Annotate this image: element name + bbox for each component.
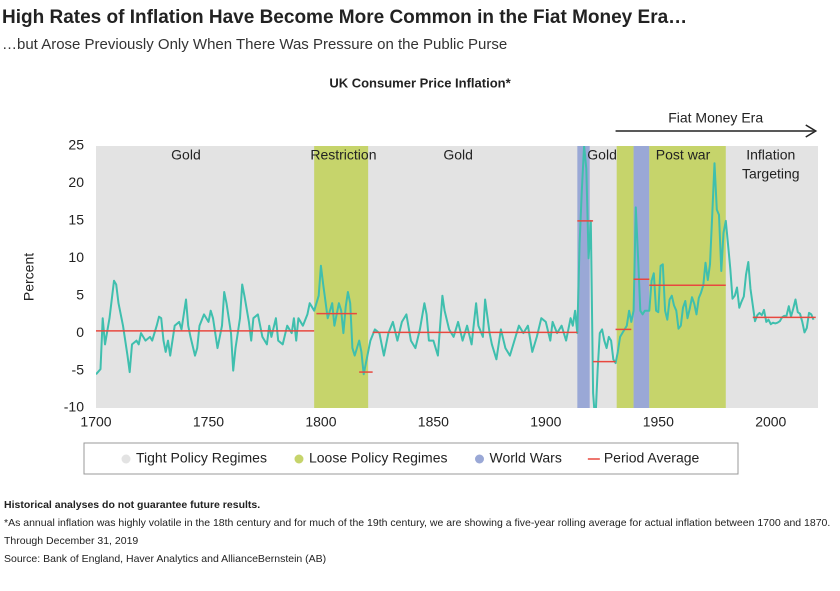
regime-label: Inflation bbox=[746, 147, 795, 163]
plot-area bbox=[96, 146, 816, 408]
x-tick-label: 1700 bbox=[80, 414, 111, 430]
regime-label: Post war bbox=[656, 147, 711, 163]
y-tick-label: 20 bbox=[68, 174, 84, 190]
y-tick-label: 10 bbox=[68, 249, 84, 265]
y-tick-label: 25 bbox=[68, 137, 84, 153]
legend-marker bbox=[121, 454, 131, 464]
chart-title: High Rates of Inflation Have Become More… bbox=[2, 7, 687, 28]
x-tick-label: 2000 bbox=[755, 414, 786, 430]
legend-box bbox=[83, 442, 739, 475]
y-axis-label: Percent bbox=[21, 253, 37, 301]
legend-label: Loose Policy Regimes bbox=[309, 450, 448, 466]
y-tick-label: 5 bbox=[76, 286, 84, 302]
note: Through December 31, 2019 bbox=[4, 535, 139, 547]
legend-marker bbox=[294, 454, 304, 464]
y-tick-label: -10 bbox=[64, 399, 84, 415]
era-label: Fiat Money Era bbox=[668, 110, 763, 126]
regime-label: Gold bbox=[587, 147, 617, 163]
x-tick-label: 1850 bbox=[418, 414, 449, 430]
regime-label: Gold bbox=[443, 147, 473, 163]
legend-label: Period Average bbox=[604, 450, 700, 466]
y-tick-label: -5 bbox=[72, 361, 85, 377]
inflation-line bbox=[96, 146, 815, 408]
y-tick-label: 15 bbox=[68, 212, 84, 228]
chart: High Rates of Inflation Have Become More… bbox=[2, 7, 818, 475]
x-tick-label: 1800 bbox=[305, 414, 336, 430]
note: Source: Bank of England, Haver Analytics… bbox=[4, 553, 327, 565]
regime-label: Targeting bbox=[742, 166, 800, 182]
disclaimer: Historical analyses do not guarantee fut… bbox=[4, 499, 261, 511]
plot-title: UK Consumer Price Inflation* bbox=[329, 75, 511, 90]
legend-label: Tight Policy Regimes bbox=[136, 450, 267, 466]
chart-subtitle: …but Arose Previously Only When There Wa… bbox=[2, 36, 507, 53]
y-tick-label: 0 bbox=[76, 324, 84, 340]
legend-marker bbox=[475, 454, 484, 464]
notes: Historical analyses do not guarantee fut… bbox=[4, 496, 836, 568]
era-arrowhead bbox=[805, 124, 818, 138]
regime-label: Restriction bbox=[310, 147, 376, 163]
note: *As annual inflation was highly volatile… bbox=[4, 517, 831, 529]
x-tick-label: 1750 bbox=[193, 414, 224, 430]
regime-band bbox=[633, 146, 650, 408]
regime-label: Gold bbox=[171, 147, 201, 163]
legend-label: World Wars bbox=[490, 450, 562, 466]
x-tick-label: 1950 bbox=[643, 414, 674, 430]
x-tick-label: 1900 bbox=[530, 414, 561, 430]
regime-band bbox=[616, 146, 634, 408]
